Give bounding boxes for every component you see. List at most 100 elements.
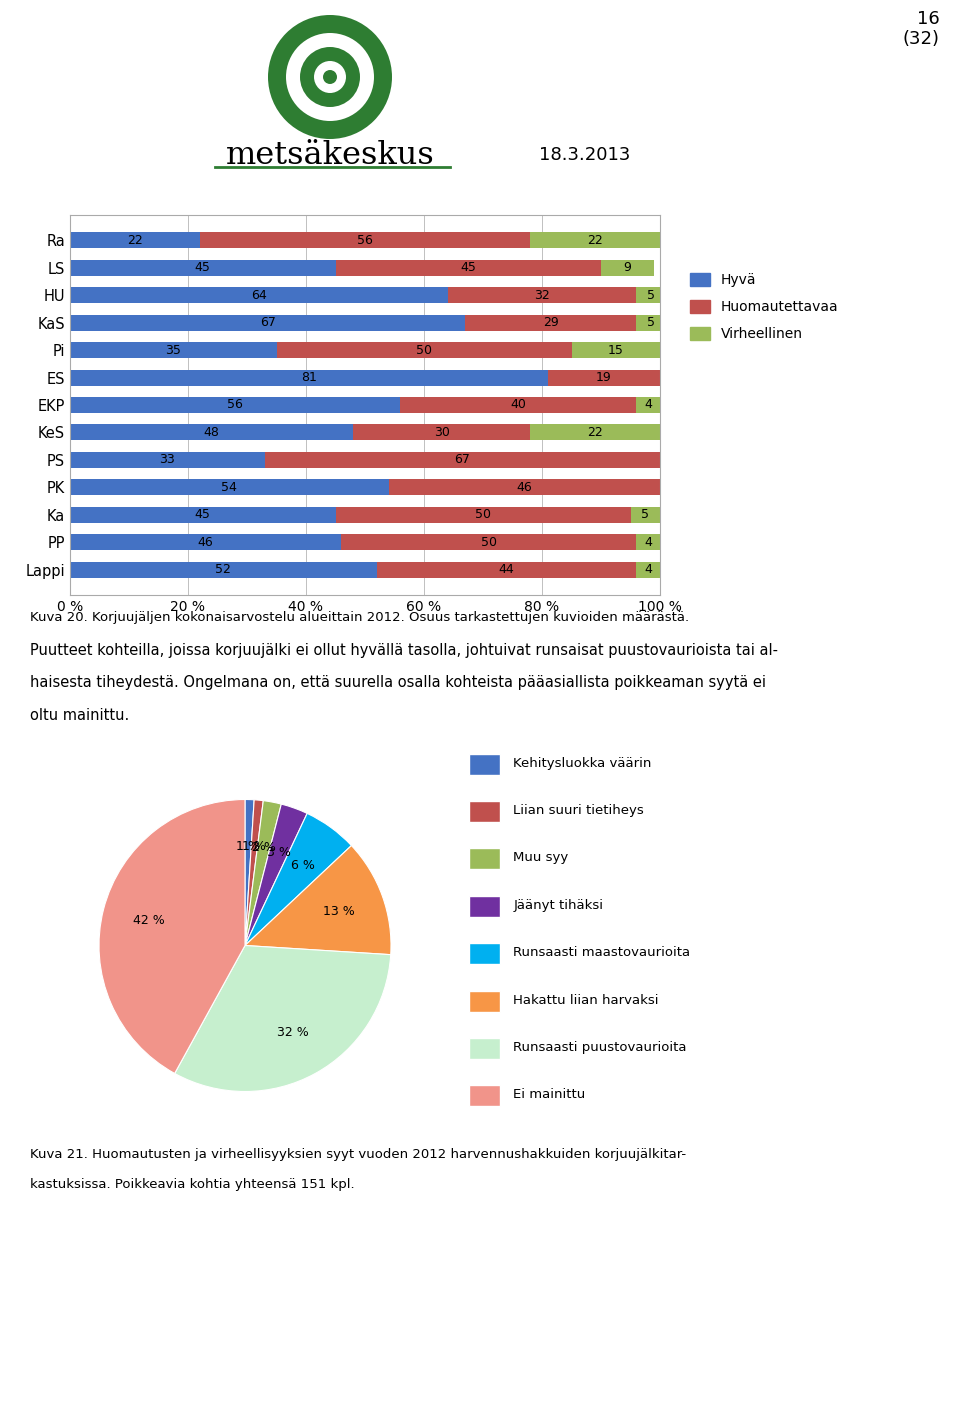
Bar bbox=[342, 534, 636, 551]
Text: haisesta tiheydestä. Ongelmana on, että suurella osalla kohteista pääasiallista : haisesta tiheydestä. Ongelmana on, että … bbox=[30, 675, 766, 691]
Wedge shape bbox=[245, 800, 263, 946]
Circle shape bbox=[323, 69, 337, 84]
Bar bbox=[636, 534, 660, 551]
Wedge shape bbox=[245, 813, 351, 946]
Text: 22: 22 bbox=[588, 234, 603, 246]
Text: Hakattu liian harvaksi: Hakattu liian harvaksi bbox=[514, 994, 659, 1007]
Text: Kuva 21. Huomautusten ja virheellisyyksien syyt vuoden 2012 harvennushakkuiden k: Kuva 21. Huomautusten ja virheellisyyksi… bbox=[30, 1148, 686, 1161]
Text: 46: 46 bbox=[198, 535, 213, 549]
Bar bbox=[636, 287, 666, 303]
Text: 4: 4 bbox=[644, 564, 652, 576]
Text: metsäkeskus: metsäkeskus bbox=[226, 140, 434, 170]
Text: Runsaasti maastovaurioita: Runsaasti maastovaurioita bbox=[514, 946, 690, 959]
Bar bbox=[70, 343, 276, 358]
Text: 46: 46 bbox=[516, 481, 532, 494]
Text: 33: 33 bbox=[159, 453, 176, 466]
Wedge shape bbox=[99, 800, 245, 1073]
Text: 45: 45 bbox=[195, 508, 210, 521]
Text: 9: 9 bbox=[624, 261, 632, 275]
Bar bbox=[70, 480, 389, 496]
Text: 30: 30 bbox=[434, 426, 449, 439]
Text: 29: 29 bbox=[543, 316, 559, 329]
Text: Muu syy: Muu syy bbox=[514, 851, 568, 864]
Text: Kuva 20. Korjuujäljen kokonaisarvostelu alueittain 2012. Osuus tarkastettujen ku: Kuva 20. Korjuujäljen kokonaisarvostelu … bbox=[30, 610, 689, 623]
Bar bbox=[70, 425, 353, 440]
Text: 5: 5 bbox=[641, 508, 649, 521]
Text: 16: 16 bbox=[917, 10, 940, 28]
Bar bbox=[353, 425, 530, 440]
Bar bbox=[70, 396, 400, 413]
Bar bbox=[601, 259, 654, 276]
Bar bbox=[548, 370, 660, 385]
Legend: Hyvä, Huomautettavaa, Virheellinen: Hyvä, Huomautettavaa, Virheellinen bbox=[684, 268, 844, 347]
Bar bbox=[70, 259, 335, 276]
Text: Jäänyt tihäksi: Jäänyt tihäksi bbox=[514, 899, 604, 912]
Bar bbox=[636, 314, 666, 330]
Text: 45: 45 bbox=[195, 261, 210, 275]
Circle shape bbox=[300, 47, 360, 108]
Bar bbox=[631, 507, 660, 523]
Text: 64: 64 bbox=[251, 289, 267, 302]
Text: Puutteet kohteilla, joissa korjuujälki ei ollut hyvällä tasolla, johtuivat runsa: Puutteet kohteilla, joissa korjuujälki e… bbox=[30, 643, 778, 658]
Text: 48: 48 bbox=[204, 426, 220, 439]
Text: Ei mainittu: Ei mainittu bbox=[514, 1089, 586, 1102]
Text: Liian suuri tietiheys: Liian suuri tietiheys bbox=[514, 804, 644, 817]
Circle shape bbox=[286, 33, 374, 120]
FancyBboxPatch shape bbox=[468, 896, 500, 918]
Wedge shape bbox=[175, 946, 391, 1092]
Text: 6 %: 6 % bbox=[292, 858, 315, 872]
Bar bbox=[200, 232, 530, 248]
Wedge shape bbox=[245, 804, 307, 946]
FancyBboxPatch shape bbox=[468, 753, 500, 775]
Bar bbox=[70, 562, 376, 578]
Text: 22: 22 bbox=[127, 234, 143, 246]
Bar bbox=[530, 425, 660, 440]
Bar bbox=[70, 370, 548, 385]
FancyBboxPatch shape bbox=[468, 1085, 500, 1106]
Text: 1 %: 1 % bbox=[243, 840, 266, 854]
Text: 56: 56 bbox=[228, 398, 243, 412]
Text: 3 %: 3 % bbox=[267, 845, 291, 858]
FancyBboxPatch shape bbox=[468, 943, 500, 964]
Text: 4: 4 bbox=[644, 398, 652, 412]
Bar bbox=[466, 314, 636, 330]
Text: 67: 67 bbox=[454, 453, 470, 466]
Text: 18.3.2013: 18.3.2013 bbox=[540, 146, 631, 164]
Wedge shape bbox=[245, 800, 254, 946]
Text: 32: 32 bbox=[534, 289, 550, 302]
Bar bbox=[636, 562, 660, 578]
Bar bbox=[376, 562, 636, 578]
Text: 56: 56 bbox=[357, 234, 372, 246]
Bar bbox=[389, 480, 660, 496]
Bar bbox=[70, 232, 200, 248]
Bar bbox=[265, 452, 660, 467]
Bar bbox=[70, 314, 466, 330]
Text: 44: 44 bbox=[499, 564, 515, 576]
Bar bbox=[530, 232, 660, 248]
Text: 22: 22 bbox=[588, 426, 603, 439]
Bar bbox=[276, 343, 571, 358]
Text: Runsaasti puustovaurioita: Runsaasti puustovaurioita bbox=[514, 1041, 687, 1054]
Text: 81: 81 bbox=[301, 371, 317, 384]
Wedge shape bbox=[245, 845, 391, 954]
Text: 15: 15 bbox=[608, 344, 624, 357]
Text: 50: 50 bbox=[481, 535, 497, 549]
Bar bbox=[70, 452, 265, 467]
Text: 42 %: 42 % bbox=[133, 915, 165, 927]
Text: 13 %: 13 % bbox=[323, 905, 354, 919]
Text: 50: 50 bbox=[416, 344, 432, 357]
Text: Kehitysluokka väärin: Kehitysluokka väärin bbox=[514, 756, 652, 769]
Text: 1 %: 1 % bbox=[236, 840, 260, 852]
Text: oltu mainittu.: oltu mainittu. bbox=[30, 708, 130, 722]
Bar bbox=[636, 396, 660, 413]
Bar bbox=[447, 287, 636, 303]
Bar bbox=[571, 343, 660, 358]
Circle shape bbox=[314, 61, 346, 93]
Text: 50: 50 bbox=[475, 508, 491, 521]
Text: 19: 19 bbox=[596, 371, 612, 384]
Bar bbox=[70, 534, 342, 551]
Text: 45: 45 bbox=[460, 261, 476, 275]
Text: 4: 4 bbox=[644, 535, 652, 549]
FancyBboxPatch shape bbox=[468, 848, 500, 869]
Text: (32): (32) bbox=[903, 30, 940, 48]
